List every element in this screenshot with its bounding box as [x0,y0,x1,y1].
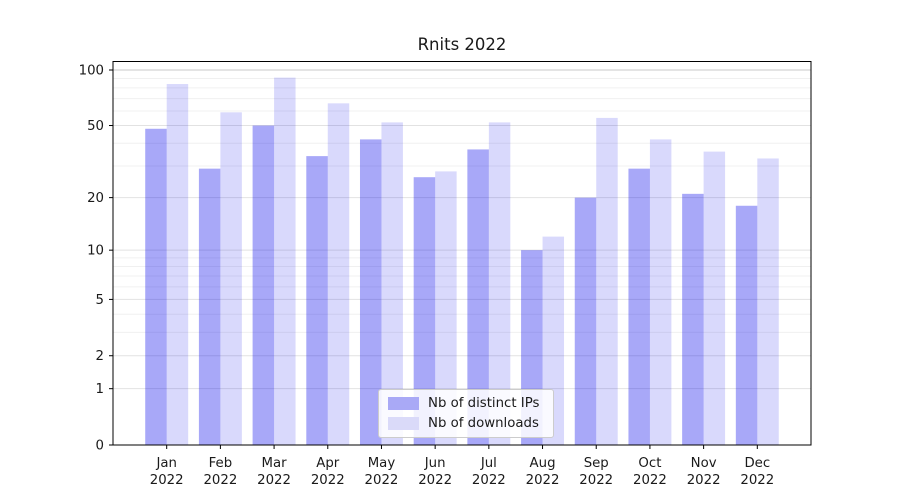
y-tick-label: 1 [96,382,104,397]
axes-frame [112,61,812,446]
bar-apr-downloads [327,103,350,445]
bar-nov-distinct-ips [682,193,704,445]
bar-jul-distinct-ips [467,149,489,446]
x-tick-label-month: Feb [209,456,233,471]
legend-label-downloads: Nb of downloads [428,416,539,431]
bar-jun-downloads [435,171,457,446]
x-tick-label-year: 2022 [311,473,345,488]
x-tick-label-year: 2022 [257,473,291,488]
bar-dec-distinct-ips [735,205,758,445]
x-tick-label-month: Sep [584,456,609,471]
bar-jan-distinct-ips [145,128,167,446]
y-tick-label: 20 [87,191,104,206]
y-tick-label: 0 [96,439,104,454]
y-tick-label: 5 [96,293,104,308]
bar-mar-downloads [274,77,296,446]
legend-swatch-downloads-icon [388,417,419,430]
x-tick-label-month: Aug [530,456,556,471]
x-tick-label-month: Nov [691,456,717,471]
bar-feb-distinct-ips [198,168,221,445]
x-tick-label-month: Jul [480,456,497,471]
legend-swatch-distinct-ips-icon [388,397,419,410]
x-tick-label-month: Mar [262,456,288,471]
x-tick-label-year: 2022 [687,473,721,488]
x-tick-label-month: Apr [316,456,340,471]
bar-jul-downloads [488,122,511,445]
bar-jan-downloads [166,84,189,446]
bar-may-downloads [381,122,403,445]
bar-mar-distinct-ips [252,125,275,446]
legend-item-downloads: Nb of downloads [388,416,553,431]
bar-feb-downloads [220,112,242,446]
bar-oct-downloads [649,139,672,445]
bar-oct-distinct-ips [628,168,650,445]
legend: Nb of distinct IPs Nb of downloads [378,389,554,438]
x-tick-label-year: 2022 [418,473,452,488]
bar-dec-downloads [757,158,779,446]
chart-title: Rnits 2022 [417,35,507,54]
bar-may-distinct-ips [359,139,382,445]
x-tick-label-month: Dec [744,456,770,471]
y-tick-label: 2 [96,349,104,364]
x-tick-label-month: Jan [155,456,177,471]
y-tick-label: 100 [79,64,104,79]
x-tick-label-year: 2022 [472,473,506,488]
x-tick-label-month: May [368,456,396,471]
x-tick-label-year: 2022 [203,473,237,488]
x-tick-label-year: 2022 [150,473,184,488]
y-tick-label: 10 [87,244,104,259]
x-tick-label-year: 2022 [740,473,774,488]
bar-jun-distinct-ips [413,177,436,445]
legend-item-distinct-ips: Nb of distinct IPs [388,396,553,411]
bar-nov-downloads [703,151,726,445]
x-tick-label-year: 2022 [633,473,667,488]
bar-apr-distinct-ips [306,156,328,445]
bar-sep-distinct-ips [574,197,597,445]
legend-label-distinct-ips: Nb of distinct IPs [428,396,540,411]
x-tick-label-year: 2022 [365,473,399,488]
x-tick-label-month: Jun [424,456,446,471]
x-tick-label-month: Oct [638,456,661,471]
bar-sep-downloads [596,117,618,446]
y-tick-label: 50 [87,119,104,134]
x-tick-label-year: 2022 [526,473,560,488]
x-tick-label-year: 2022 [579,473,613,488]
